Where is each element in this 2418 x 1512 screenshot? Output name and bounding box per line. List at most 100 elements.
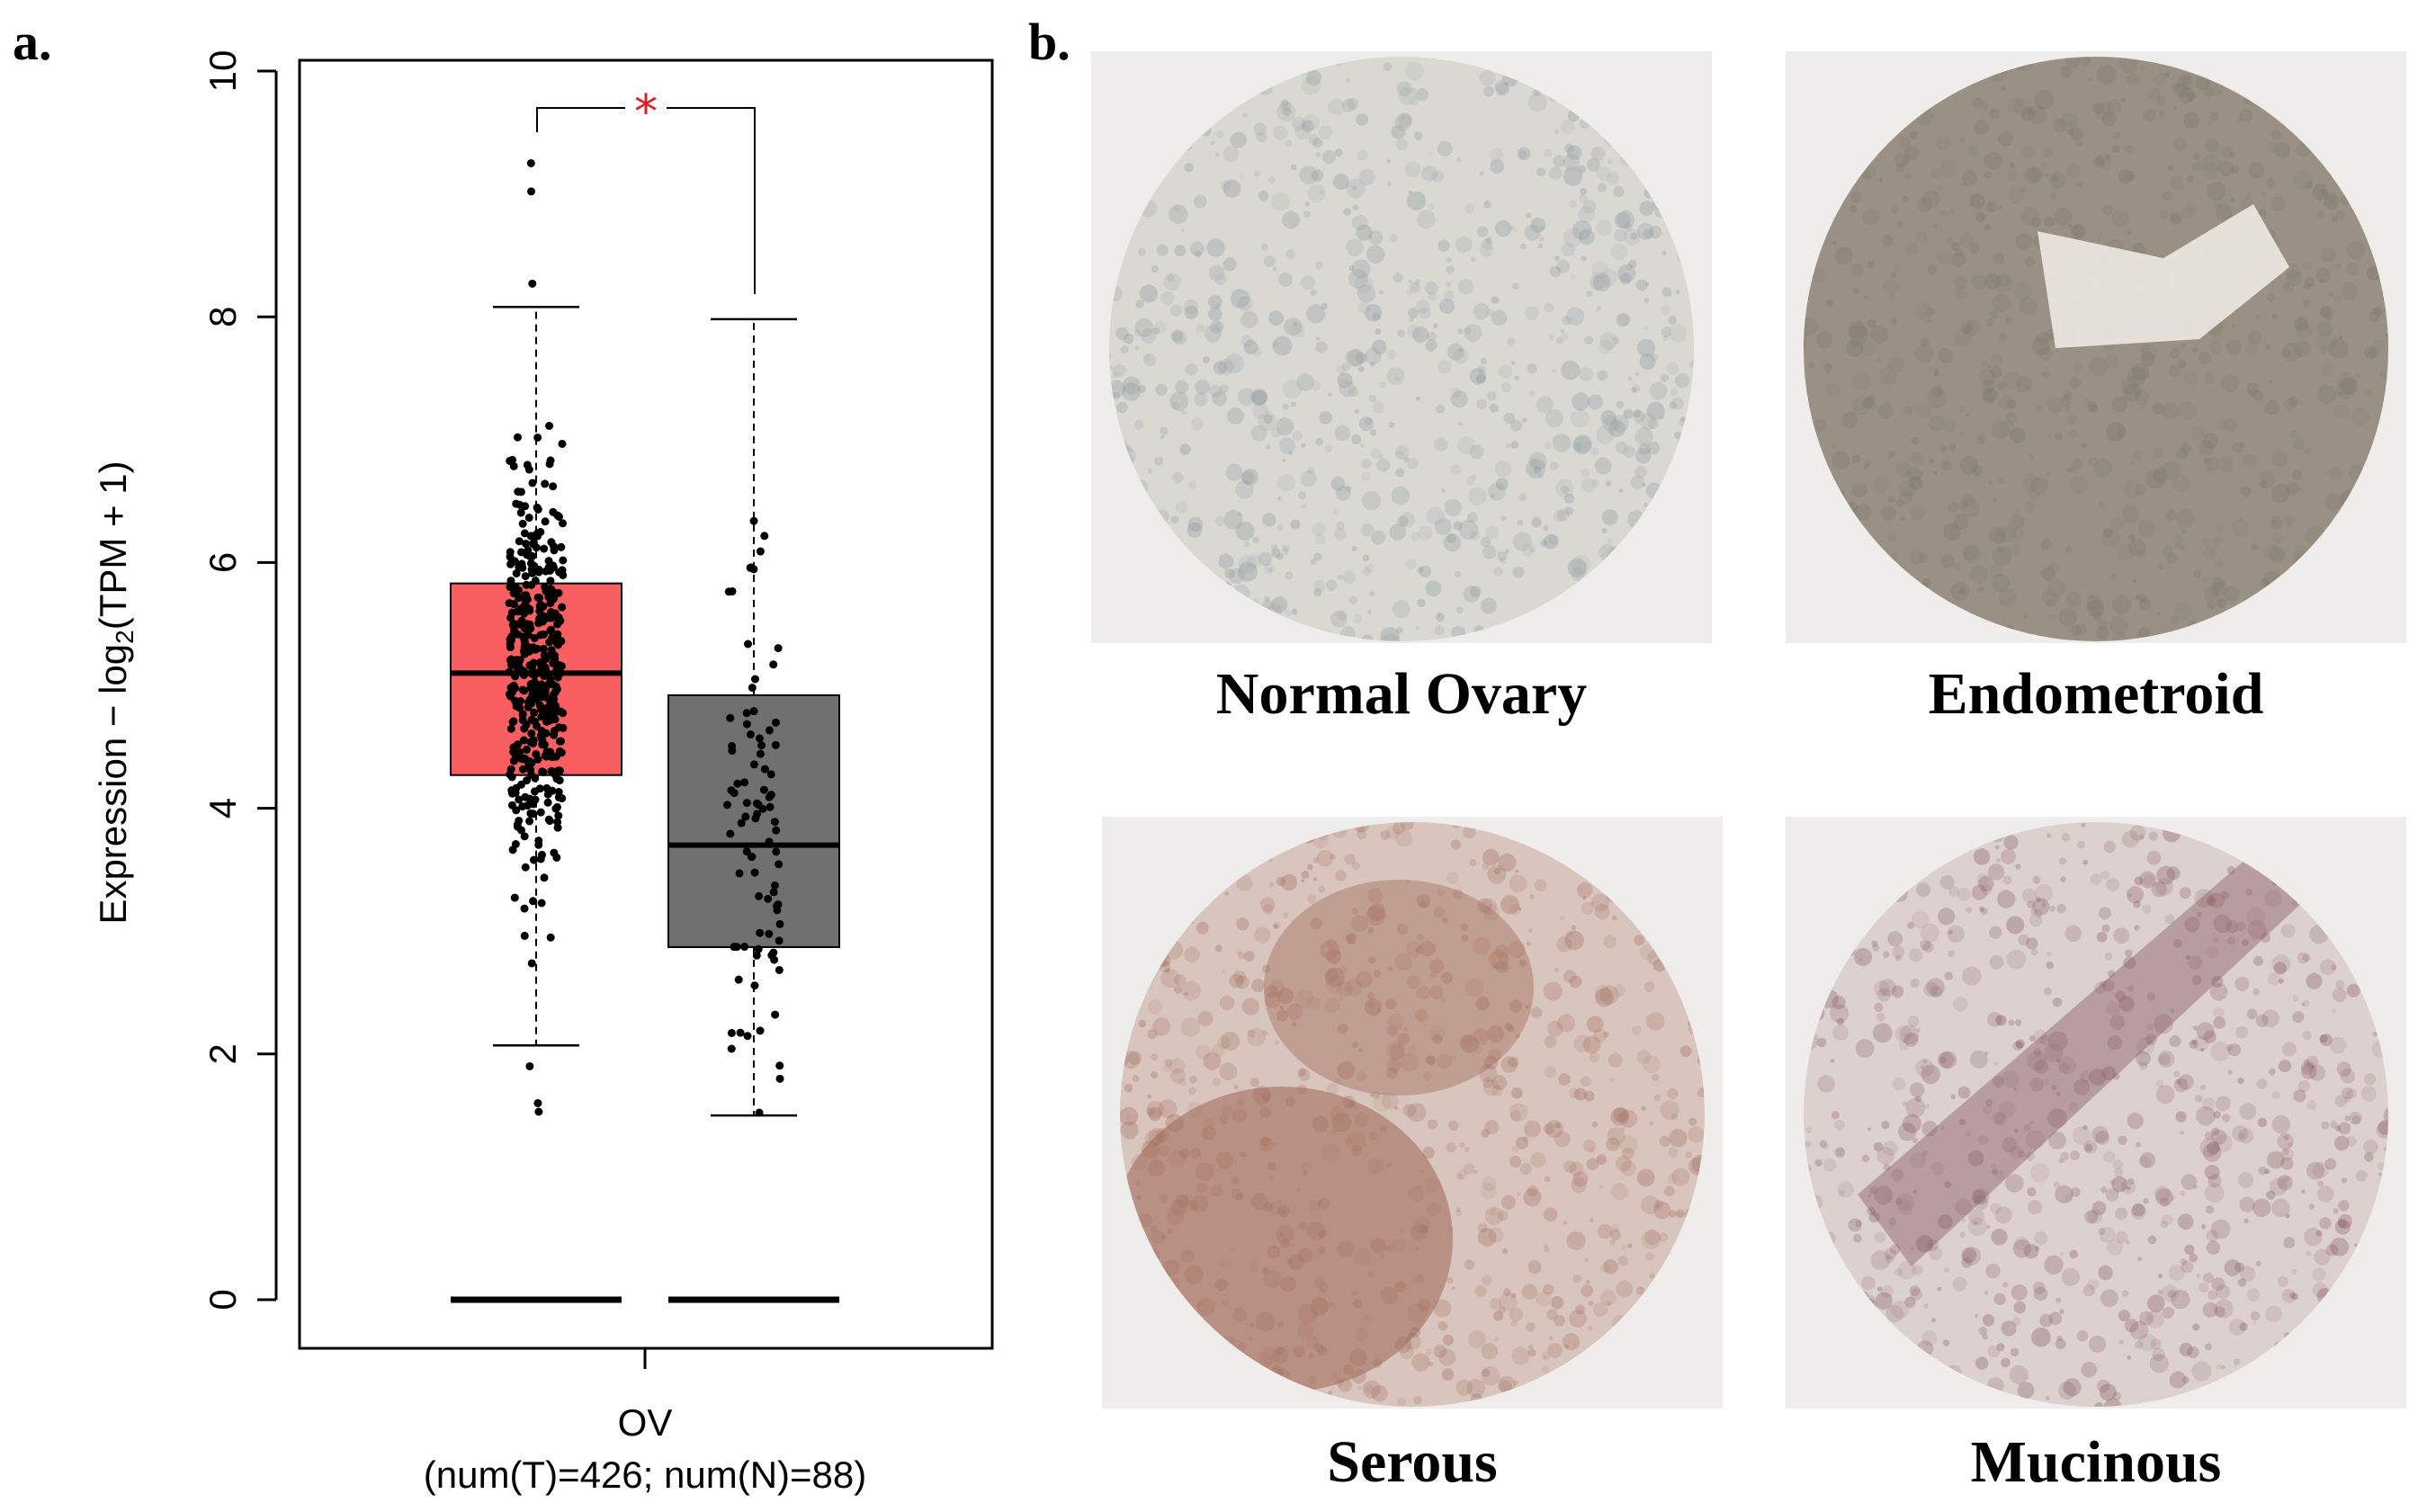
data-point (742, 799, 751, 808)
data-point (755, 734, 764, 743)
data-point (548, 586, 557, 595)
data-point (506, 613, 515, 622)
data-point (770, 955, 779, 964)
data-point (760, 532, 769, 541)
data-point (520, 832, 529, 841)
data-point (510, 893, 519, 902)
data-point (512, 783, 521, 792)
data-point (540, 650, 549, 659)
data-point (525, 756, 534, 765)
data-point (540, 873, 549, 882)
data-point (537, 899, 546, 908)
data-point (509, 756, 518, 765)
data-point (555, 766, 564, 775)
data-point (742, 720, 751, 729)
data-point (529, 736, 538, 745)
y-tick-label: 6 (202, 552, 244, 573)
data-point (756, 928, 765, 937)
data-point (544, 593, 553, 602)
data-point (530, 561, 539, 570)
data-point (757, 741, 766, 750)
data-point (742, 709, 751, 718)
data-point (547, 646, 556, 655)
data-point (506, 583, 515, 592)
data-point (542, 783, 551, 792)
data-point (552, 660, 561, 669)
data-point (551, 609, 560, 618)
data-point (524, 702, 533, 711)
data-point (529, 855, 538, 864)
y-tick-label: 10 (202, 50, 244, 93)
data-point (530, 708, 539, 717)
data-point (771, 740, 780, 749)
data-point (726, 829, 735, 838)
data-point (750, 868, 759, 877)
data-point (727, 1028, 736, 1037)
data-point (722, 801, 731, 810)
x-axis-label: OV (618, 1401, 673, 1444)
data-point (543, 798, 552, 807)
data-point (529, 658, 538, 667)
data-point (515, 703, 524, 712)
data-point (541, 663, 550, 672)
data-point (554, 811, 563, 820)
data-point (515, 594, 524, 603)
data-point (513, 433, 522, 442)
data-point (770, 881, 779, 890)
data-point (551, 715, 560, 724)
data-point (749, 516, 758, 525)
data-point (509, 717, 518, 726)
data-point (515, 537, 524, 546)
data-point (519, 736, 528, 745)
data-point (769, 888, 778, 897)
data-point (766, 802, 775, 811)
data-point (520, 904, 529, 913)
data-point (512, 499, 521, 508)
data-point (758, 804, 767, 813)
y-label-sub: 2 (111, 630, 139, 644)
data-point (544, 815, 553, 824)
y-axis-label: Expression − log2(TPM + 1) (92, 461, 139, 924)
data-point (749, 760, 758, 769)
caption-endometroid: Endometroid (1928, 661, 2264, 727)
caption-mucinous: Mucinous (1970, 1429, 2222, 1495)
data-point (546, 626, 555, 635)
data-point (539, 644, 548, 653)
data-point (515, 795, 524, 804)
data-point (536, 808, 545, 817)
data-point (538, 767, 547, 776)
outlier-point (528, 279, 537, 288)
data-point (546, 694, 555, 703)
data-point (728, 741, 737, 750)
data-point (553, 823, 562, 832)
data-point (752, 951, 761, 960)
data-point (522, 720, 531, 729)
data-point (559, 723, 568, 732)
box-T (450, 158, 622, 1303)
data-point (520, 931, 529, 940)
data-point (546, 933, 555, 942)
significance-bracket: * (536, 85, 756, 294)
data-point (527, 729, 536, 738)
data-point (746, 730, 755, 739)
data-point (775, 1074, 784, 1083)
data-point (529, 897, 538, 906)
outlier-point (527, 187, 536, 196)
data-point (507, 801, 516, 810)
data-point (523, 745, 532, 754)
y-ticks: 0 2 4 6 8 10 (202, 50, 276, 1311)
y-tick-label: 8 (202, 307, 244, 327)
data-point (523, 461, 532, 470)
tissue-image-endometroid (1786, 51, 2406, 643)
data-point (530, 787, 539, 796)
data-point (516, 488, 525, 497)
data-point (536, 600, 545, 609)
panel-b-label: b. (1028, 13, 1070, 71)
tissue-core (1109, 57, 1694, 641)
data-point (550, 730, 559, 739)
outlier-point (534, 1107, 543, 1116)
data-point (726, 713, 735, 722)
data-point (546, 675, 555, 684)
data-point (552, 802, 561, 811)
data-point (521, 863, 530, 872)
